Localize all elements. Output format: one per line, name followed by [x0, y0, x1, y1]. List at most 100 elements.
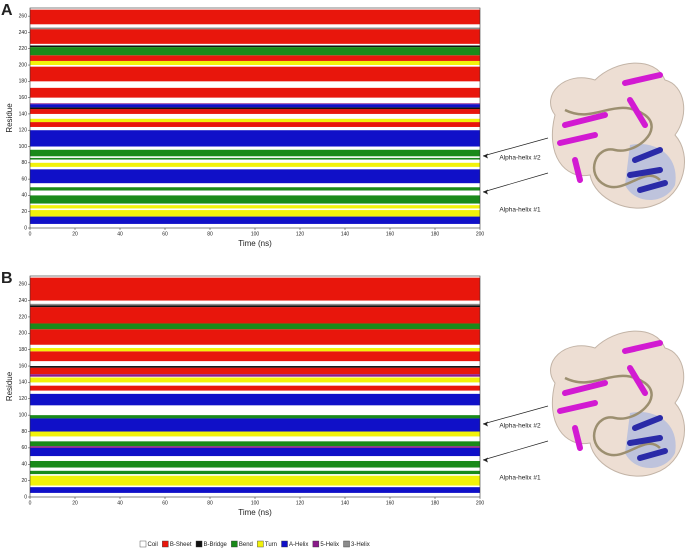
legend-label: Turn	[265, 542, 277, 548]
annotation: Alpha-helix #1	[499, 475, 541, 482]
y-axis-label: Residue	[5, 103, 14, 133]
x-tick-label: 140	[341, 500, 350, 506]
structure-band	[30, 366, 480, 368]
y-tick-label: 240	[19, 298, 28, 304]
annotation: Alpha-helix #1	[499, 207, 541, 214]
y-tick-label: 60	[21, 445, 27, 451]
x-tick-label: 0	[29, 231, 32, 237]
legend-swatch	[343, 540, 350, 548]
structure-band	[30, 55, 480, 61]
legend-label: B-Bridge	[204, 542, 228, 548]
x-tick-label: 20	[72, 500, 78, 506]
structure-band	[30, 415, 480, 419]
structure-band	[30, 210, 480, 217]
structure-band	[30, 190, 480, 196]
structure-band	[30, 487, 480, 493]
structure-band	[30, 460, 480, 468]
legend-swatch	[281, 540, 288, 548]
structure-band	[30, 122, 480, 127]
structure-band	[30, 351, 480, 362]
legend-label: A-Helix	[289, 542, 308, 548]
x-tick-label: 40	[117, 231, 123, 237]
x-axis-label: Time (ns)	[238, 239, 272, 248]
y-tick-label: 120	[19, 396, 28, 402]
y-tick-label: 100	[19, 144, 28, 150]
structure-band	[30, 84, 480, 88]
annotation: Alpha-helix #2	[499, 155, 541, 162]
x-tick-label: 120	[296, 500, 305, 506]
structure-band	[30, 66, 480, 82]
arrow-head	[483, 189, 488, 195]
legend-swatch	[139, 540, 147, 548]
structure-band	[30, 348, 480, 352]
structure-band	[30, 205, 480, 209]
structure-band	[30, 118, 480, 123]
structure-band	[30, 475, 480, 479]
structure-band	[30, 447, 480, 457]
y-tick-label: 100	[19, 412, 28, 418]
structure-band	[30, 195, 480, 204]
y-tick-label: 20	[21, 478, 27, 484]
y-tick-label: 140	[19, 380, 28, 386]
legend-label: Coil	[148, 542, 158, 548]
structure-band	[30, 329, 480, 345]
y-tick-label: 20	[21, 209, 27, 215]
y-tick-label: 0	[24, 494, 27, 500]
x-tick-label: 40	[117, 500, 123, 506]
structure-band	[30, 216, 480, 224]
annotation-arrow	[482, 137, 549, 157]
legend-label: B-Sheet	[170, 542, 192, 548]
structure-band	[30, 9, 480, 25]
structure-band	[30, 169, 480, 184]
x-tick-label: 100	[251, 500, 260, 506]
x-tick-label: 120	[296, 231, 305, 237]
y-tick-label: 40	[21, 462, 27, 468]
structure-band	[30, 60, 480, 66]
structure-band	[30, 224, 480, 228]
y-tick-label: 0	[24, 225, 27, 231]
y-tick-label: 160	[19, 95, 28, 101]
y-tick-label: 40	[21, 193, 27, 199]
y-tick-label: 220	[19, 314, 28, 320]
protein-structure	[551, 331, 685, 476]
structure-band	[30, 478, 480, 486]
y-tick-label: 200	[19, 62, 28, 68]
y-tick-label: 120	[19, 128, 28, 134]
y-tick-label: 240	[19, 30, 28, 36]
structure-band	[30, 107, 480, 110]
y-tick-label: 140	[19, 111, 28, 117]
structure-band	[30, 162, 480, 167]
structure-band	[30, 149, 480, 157]
x-tick-label: 200	[476, 500, 485, 506]
x-tick-label: 180	[431, 500, 440, 506]
structure-band	[30, 146, 480, 150]
legend-swatch	[312, 540, 320, 548]
legend-swatch	[195, 540, 203, 548]
structure-band	[30, 385, 480, 391]
y-tick-label: 260	[19, 13, 28, 19]
x-tick-label: 160	[386, 231, 395, 237]
y-tick-label: 160	[19, 363, 28, 369]
y-tick-label: 260	[19, 282, 28, 288]
legend-swatch	[257, 540, 264, 548]
arrow-head	[483, 153, 488, 159]
x-tick-label: 80	[207, 500, 213, 506]
y-tick-label: 60	[21, 176, 27, 182]
y-tick-label: 80	[21, 160, 27, 166]
x-axis-label: Time (ns)	[238, 508, 272, 517]
legend-label: Bend	[239, 542, 253, 548]
structure-band	[30, 27, 480, 30]
structure-band	[30, 307, 480, 324]
structure-band	[30, 157, 480, 160]
structure-band	[30, 346, 480, 350]
structure-band	[30, 493, 480, 497]
structure-band	[30, 374, 480, 377]
structure-band	[30, 104, 480, 108]
y-tick-label: 80	[21, 429, 27, 435]
structure-band	[30, 305, 480, 308]
x-tick-label: 20	[72, 231, 78, 237]
structure-band	[30, 303, 480, 306]
structure-band	[30, 187, 480, 191]
